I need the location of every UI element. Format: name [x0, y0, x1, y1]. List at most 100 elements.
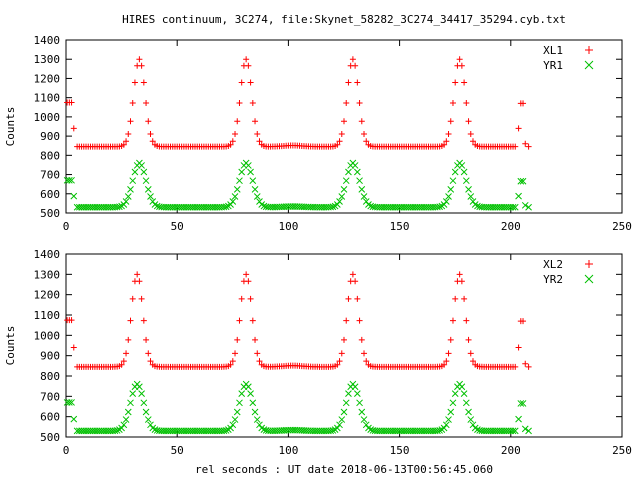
data-point — [229, 421, 237, 429]
data-point — [147, 193, 154, 200]
legend-marker — [585, 260, 593, 268]
data-point — [522, 360, 529, 367]
data-point — [147, 130, 154, 137]
data-point — [245, 62, 252, 69]
data-point — [356, 100, 363, 107]
data-point — [515, 192, 522, 200]
data-point — [254, 350, 261, 357]
data-point — [233, 408, 241, 416]
data-point — [129, 100, 136, 107]
x-axis-label: rel seconds : UT date 2018-06-13T00:56:4… — [195, 463, 493, 476]
data-point — [70, 192, 78, 200]
data-point — [360, 416, 368, 423]
data-point — [445, 350, 452, 357]
data-point — [345, 79, 352, 86]
data-point — [451, 168, 459, 176]
data-point — [253, 193, 261, 200]
data-point — [441, 361, 448, 368]
data-point — [127, 399, 134, 407]
data-point — [143, 336, 150, 343]
plot-panel-1: 500 600 700 800 900 1000 1100 1200 1300 1400 0 50 10… — [4, 34, 632, 233]
x-tick-label: 50 — [171, 444, 184, 457]
data-point — [131, 79, 138, 86]
data-point — [360, 193, 368, 200]
data-point — [436, 203, 443, 211]
y-tick-label: 1300 — [34, 268, 61, 281]
data-point — [129, 177, 137, 185]
data-point — [338, 350, 345, 357]
data-point — [243, 56, 250, 63]
data-point — [363, 138, 370, 145]
data-point — [343, 317, 350, 324]
data-point — [519, 400, 527, 407]
data-point — [363, 358, 370, 365]
data-point — [245, 162, 252, 169]
data-point — [463, 100, 470, 107]
data-point — [456, 56, 463, 63]
plot-frame — [65, 253, 623, 438]
data-point — [358, 118, 365, 125]
data-point — [525, 203, 532, 211]
data-point — [247, 295, 254, 302]
data-point — [236, 317, 243, 324]
data-point — [512, 143, 519, 150]
data-point — [120, 421, 128, 429]
data-point — [352, 62, 359, 69]
data-point — [68, 176, 75, 184]
data-point — [467, 350, 474, 357]
data-point — [465, 336, 472, 343]
data-point — [245, 278, 252, 285]
data-point — [254, 130, 261, 137]
y-tick-label: 700 — [40, 169, 60, 182]
data-point — [336, 198, 343, 205]
data-point — [253, 416, 261, 423]
data-point — [342, 399, 350, 407]
data-point — [122, 198, 130, 205]
y-tick-label: 700 — [40, 390, 60, 403]
data-point — [353, 390, 361, 397]
data-point — [517, 400, 525, 407]
data-point — [447, 408, 455, 416]
y-tick-label: 800 — [40, 370, 60, 383]
data-point — [252, 336, 259, 343]
data-point — [519, 177, 527, 185]
data-point — [129, 390, 137, 397]
data-point — [462, 399, 470, 407]
data-point — [361, 350, 368, 357]
data-point — [227, 141, 234, 148]
y-tick-label: 600 — [40, 188, 60, 201]
data-point — [356, 399, 363, 407]
data-point — [458, 62, 465, 69]
data-point — [511, 203, 519, 211]
data-point — [521, 201, 529, 209]
data-point — [336, 138, 343, 145]
data-point — [469, 138, 476, 145]
data-point — [231, 416, 239, 423]
data-point — [349, 271, 356, 278]
y-tick-label: 500 — [40, 431, 60, 444]
data-point — [341, 336, 347, 343]
series-YR1 — [63, 159, 532, 211]
data-point — [440, 201, 448, 208]
data-point — [222, 203, 230, 211]
data-point — [256, 138, 263, 145]
data-point — [356, 317, 363, 324]
y-tick-label: 900 — [40, 350, 60, 363]
data-point — [124, 193, 132, 200]
legend-label: XL2 — [543, 258, 563, 271]
data-point — [334, 141, 341, 148]
data-point — [445, 193, 452, 200]
data-point — [517, 177, 525, 185]
data-point — [243, 271, 250, 278]
y-tick-label: 600 — [40, 411, 60, 424]
data-point — [520, 100, 527, 107]
data-point — [436, 427, 443, 434]
data-point — [251, 408, 259, 416]
data-point — [467, 416, 475, 423]
data-point — [140, 399, 148, 407]
data-point — [333, 424, 341, 432]
data-point — [511, 427, 519, 435]
data-point — [118, 424, 125, 432]
legend-label: YR1 — [543, 59, 563, 72]
